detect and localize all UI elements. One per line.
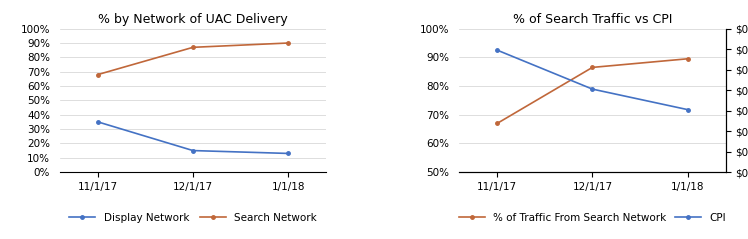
Line: Search Network: Search Network bbox=[96, 41, 289, 76]
% of Traffic From Search Network bbox=[683, 57, 692, 60]
Legend: Display Network, Search Network: Display Network, Search Network bbox=[65, 209, 321, 227]
CPI bbox=[493, 49, 502, 52]
Legend: % of Traffic From Search Network, CPI: % of Traffic From Search Network, CPI bbox=[455, 209, 730, 227]
Search Network bbox=[283, 42, 292, 44]
Display Network bbox=[94, 120, 102, 123]
Line: Display Network: Display Network bbox=[96, 120, 289, 155]
Search Network bbox=[94, 73, 102, 76]
% of Traffic From Search Network bbox=[493, 122, 502, 125]
Search Network bbox=[188, 46, 197, 49]
CPI bbox=[683, 108, 692, 111]
Display Network bbox=[283, 152, 292, 155]
Title: % of Search Traffic vs CPI: % of Search Traffic vs CPI bbox=[512, 13, 672, 26]
Line: CPI: CPI bbox=[496, 49, 689, 111]
Title: % by Network of UAC Delivery: % by Network of UAC Delivery bbox=[98, 13, 288, 26]
Line: % of Traffic From Search Network: % of Traffic From Search Network bbox=[496, 57, 689, 125]
% of Traffic From Search Network bbox=[588, 66, 597, 69]
Display Network bbox=[188, 149, 197, 152]
CPI bbox=[588, 88, 597, 91]
